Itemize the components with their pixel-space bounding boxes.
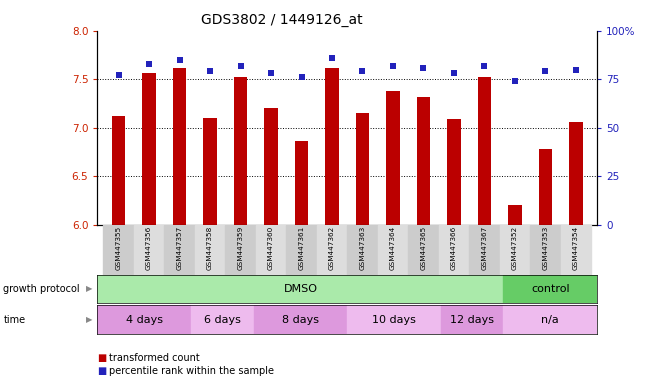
Point	[144, 61, 154, 67]
Bar	[317, 225, 348, 275]
Text: 10 days: 10 days	[372, 314, 416, 325]
Text: GSM447357: GSM447357	[176, 226, 183, 270]
Text: ■: ■	[97, 353, 107, 363]
Point	[327, 55, 338, 61]
Text: time: time	[3, 314, 25, 325]
Bar	[447, 119, 461, 225]
Bar	[264, 108, 278, 225]
Text: GSM447352: GSM447352	[512, 226, 518, 270]
Bar	[142, 73, 156, 225]
Text: ▶: ▶	[86, 315, 93, 324]
Text: 6 days: 6 days	[204, 314, 241, 325]
Text: GSM447359: GSM447359	[238, 226, 244, 270]
Point	[570, 66, 581, 73]
Bar	[164, 225, 195, 275]
Text: ■: ■	[97, 366, 107, 376]
Text: GSM447365: GSM447365	[421, 226, 427, 270]
Text: control: control	[531, 284, 570, 294]
Bar	[417, 97, 430, 225]
Text: 12 days: 12 days	[450, 314, 495, 325]
Text: GSM447361: GSM447361	[299, 226, 305, 270]
Bar	[500, 225, 530, 275]
Text: GSM447362: GSM447362	[329, 226, 335, 270]
Text: GSM447358: GSM447358	[207, 226, 213, 270]
Point	[113, 72, 124, 78]
Text: GSM447364: GSM447364	[390, 226, 396, 270]
Bar	[234, 77, 248, 225]
Bar	[195, 225, 225, 275]
Point	[236, 63, 246, 69]
Text: GSM447355: GSM447355	[115, 226, 121, 270]
Bar	[569, 122, 582, 225]
Text: DMSO: DMSO	[283, 284, 317, 294]
Point	[540, 68, 551, 74]
Point	[205, 68, 215, 74]
Bar	[469, 225, 500, 275]
Point	[418, 65, 429, 71]
Bar	[508, 205, 522, 225]
Point	[479, 63, 490, 69]
Text: GSM447367: GSM447367	[481, 226, 487, 270]
Text: growth protocol: growth protocol	[3, 284, 80, 294]
Bar	[441, 305, 503, 334]
Point	[296, 74, 307, 80]
Text: GSM447356: GSM447356	[146, 226, 152, 270]
Bar	[134, 225, 164, 275]
Text: GDS3802 / 1449126_at: GDS3802 / 1449126_at	[201, 13, 362, 27]
Text: n/a: n/a	[541, 314, 559, 325]
Bar	[378, 225, 408, 275]
Bar	[356, 113, 369, 225]
Bar	[386, 91, 400, 225]
Bar	[191, 305, 254, 334]
Bar	[439, 225, 469, 275]
Bar	[103, 225, 134, 275]
Bar	[225, 225, 256, 275]
Bar	[560, 225, 591, 275]
Bar	[287, 225, 317, 275]
Bar	[97, 275, 503, 303]
Point	[357, 68, 368, 74]
Text: 4 days: 4 days	[125, 314, 162, 325]
Point	[509, 78, 520, 84]
Bar	[97, 305, 191, 334]
Point	[448, 70, 459, 76]
Text: GSM447353: GSM447353	[542, 226, 548, 270]
Text: ▶: ▶	[86, 285, 93, 293]
Point	[266, 70, 276, 76]
Bar	[203, 118, 217, 225]
Bar	[295, 141, 309, 225]
Bar	[325, 68, 339, 225]
Text: GSM447354: GSM447354	[573, 226, 579, 270]
Bar	[408, 225, 439, 275]
Bar	[112, 116, 125, 225]
Point	[388, 63, 399, 69]
Bar	[478, 77, 491, 225]
Bar	[503, 275, 597, 303]
Bar	[254, 305, 348, 334]
Text: GSM447366: GSM447366	[451, 226, 457, 270]
Bar	[539, 149, 552, 225]
Text: 8 days: 8 days	[282, 314, 319, 325]
Text: percentile rank within the sample: percentile rank within the sample	[109, 366, 274, 376]
Text: transformed count: transformed count	[109, 353, 199, 363]
Bar	[256, 225, 287, 275]
Text: GSM447363: GSM447363	[360, 226, 366, 270]
Bar	[348, 225, 378, 275]
Text: GSM447360: GSM447360	[268, 226, 274, 270]
Bar	[503, 305, 597, 334]
Point	[174, 57, 185, 63]
Bar	[172, 68, 187, 225]
Bar	[530, 225, 560, 275]
Bar	[348, 305, 441, 334]
